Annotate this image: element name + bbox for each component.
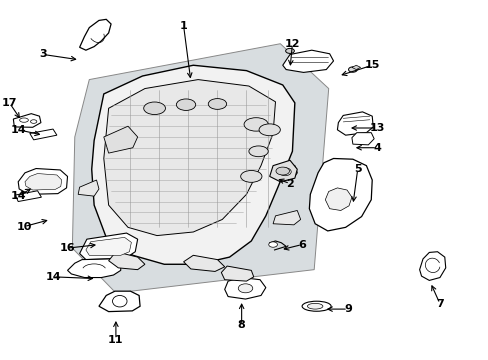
Text: 17: 17 bbox=[2, 98, 17, 108]
Ellipse shape bbox=[285, 48, 294, 53]
Polygon shape bbox=[78, 180, 99, 196]
Polygon shape bbox=[103, 126, 138, 153]
Text: 11: 11 bbox=[108, 334, 123, 345]
Ellipse shape bbox=[20, 118, 28, 122]
Text: 3: 3 bbox=[40, 49, 47, 59]
Text: 5: 5 bbox=[353, 164, 361, 174]
Text: 14: 14 bbox=[10, 125, 26, 135]
Text: 14: 14 bbox=[45, 272, 61, 282]
Polygon shape bbox=[224, 278, 265, 299]
Ellipse shape bbox=[275, 167, 289, 175]
Polygon shape bbox=[92, 65, 294, 264]
Text: 16: 16 bbox=[60, 243, 75, 253]
Polygon shape bbox=[18, 168, 67, 194]
Ellipse shape bbox=[244, 118, 268, 131]
Text: 9: 9 bbox=[344, 304, 351, 314]
Polygon shape bbox=[269, 160, 297, 182]
Ellipse shape bbox=[143, 102, 165, 114]
Polygon shape bbox=[86, 237, 131, 255]
Text: 2: 2 bbox=[285, 179, 293, 189]
Polygon shape bbox=[309, 158, 371, 231]
Ellipse shape bbox=[279, 168, 291, 176]
Text: 14: 14 bbox=[10, 191, 26, 201]
Text: 13: 13 bbox=[368, 123, 384, 133]
Polygon shape bbox=[15, 191, 41, 202]
Text: 10: 10 bbox=[16, 222, 32, 231]
Polygon shape bbox=[103, 80, 275, 235]
Text: 12: 12 bbox=[284, 39, 300, 49]
Ellipse shape bbox=[259, 124, 280, 136]
Ellipse shape bbox=[348, 67, 357, 72]
Polygon shape bbox=[272, 211, 300, 225]
Polygon shape bbox=[419, 252, 445, 280]
Polygon shape bbox=[337, 112, 372, 135]
Ellipse shape bbox=[248, 146, 268, 157]
Polygon shape bbox=[25, 174, 61, 190]
Ellipse shape bbox=[302, 301, 330, 311]
Polygon shape bbox=[80, 19, 111, 50]
Polygon shape bbox=[351, 133, 373, 145]
Text: 7: 7 bbox=[435, 299, 443, 309]
Polygon shape bbox=[183, 255, 224, 271]
Polygon shape bbox=[351, 65, 360, 69]
Ellipse shape bbox=[112, 296, 127, 307]
Polygon shape bbox=[282, 50, 333, 72]
Text: 6: 6 bbox=[298, 239, 305, 249]
Text: 8: 8 bbox=[237, 320, 245, 330]
Ellipse shape bbox=[176, 99, 195, 111]
Polygon shape bbox=[325, 188, 351, 211]
Text: 1: 1 bbox=[180, 21, 187, 31]
Polygon shape bbox=[108, 252, 144, 270]
Ellipse shape bbox=[240, 171, 262, 182]
Polygon shape bbox=[99, 291, 140, 312]
Polygon shape bbox=[67, 259, 121, 278]
Ellipse shape bbox=[30, 120, 37, 123]
Polygon shape bbox=[72, 44, 328, 293]
Text: 15: 15 bbox=[364, 60, 379, 70]
Polygon shape bbox=[272, 163, 297, 181]
Ellipse shape bbox=[208, 99, 226, 109]
Ellipse shape bbox=[238, 284, 252, 293]
Polygon shape bbox=[221, 266, 253, 281]
Polygon shape bbox=[80, 233, 138, 260]
Ellipse shape bbox=[268, 242, 277, 247]
Polygon shape bbox=[13, 114, 41, 127]
Ellipse shape bbox=[307, 303, 322, 309]
Polygon shape bbox=[30, 129, 57, 140]
Text: 4: 4 bbox=[372, 143, 380, 153]
